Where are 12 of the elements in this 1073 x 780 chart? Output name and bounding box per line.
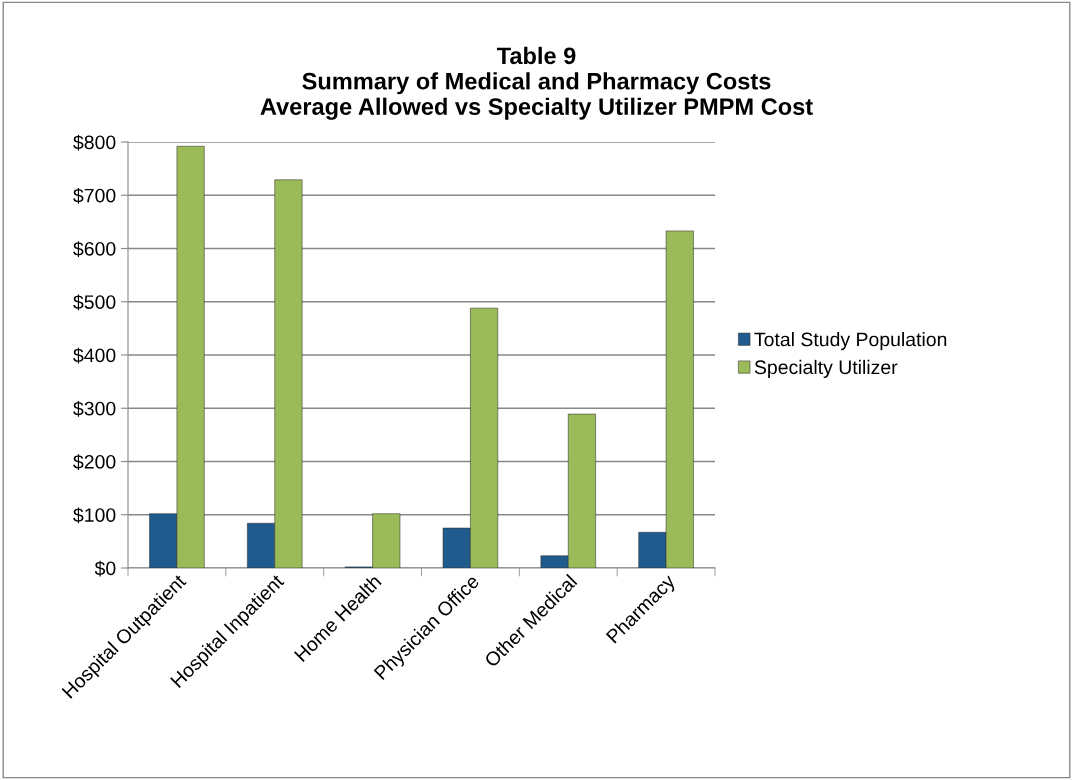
- legend-label: Specialty Utilizer: [754, 359, 898, 378]
- y-tick-label: $500: [73, 294, 116, 311]
- y-tick-label: $0: [94, 560, 116, 577]
- y-tick-label: $200: [73, 454, 116, 470]
- legend-label: Total Study Population: [754, 332, 947, 351]
- y-tick-label: $700: [73, 187, 116, 204]
- y-tick-label: $100: [73, 507, 116, 524]
- y-tick-label: $800: [73, 134, 116, 151]
- y-tick-label: $600: [73, 241, 116, 257]
- y-tick-label: $300: [73, 400, 116, 417]
- chart-title: Table 9 Summary of Medical and Pharmacy Costs Average Allowed vs Specialty Utilizer PMPM Cost: [260, 46, 813, 120]
- y-tick-label: $400: [73, 347, 116, 364]
